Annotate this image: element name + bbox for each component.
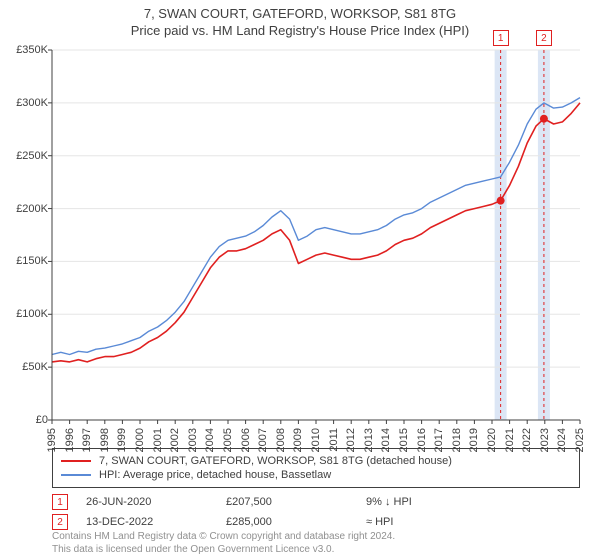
- footnote-line1: Contains HM Land Registry data © Crown c…: [52, 531, 395, 544]
- legend-swatch-price: [61, 460, 91, 462]
- legend-row-hpi: HPI: Average price, detached house, Bass…: [61, 469, 571, 481]
- legend-label-price: 7, SWAN COURT, GATEFORD, WORKSOP, S81 8T…: [99, 455, 452, 467]
- y-tick-label: £250K: [2, 150, 48, 162]
- marker-badge-legend-1: 1: [52, 494, 68, 510]
- marker-price: £207,500: [226, 496, 366, 508]
- y-tick-label: £200K: [2, 203, 48, 215]
- chart-title-address: 7, SWAN COURT, GATEFORD, WORKSOP, S81 8T…: [0, 6, 600, 21]
- legend-swatch-hpi: [61, 474, 91, 476]
- chart-container: 7, SWAN COURT, GATEFORD, WORKSOP, S81 8T…: [0, 0, 600, 560]
- y-tick-label: £300K: [2, 97, 48, 109]
- marker-row-1: 1 26-JUN-2020£207,5009% ↓ HPI: [52, 494, 580, 510]
- y-tick-label: £150K: [2, 255, 48, 267]
- marker-date: 26-JUN-2020: [86, 496, 226, 508]
- marker-table: 1 26-JUN-2020£207,5009% ↓ HPI 2 13-DEC-2022…: [52, 494, 580, 530]
- marker-delta: 9% ↓ HPI: [366, 496, 506, 508]
- marker-price: £285,000: [226, 516, 366, 528]
- plot-area: [52, 50, 580, 420]
- y-tick-label: £0: [2, 414, 48, 426]
- plot-svg: [52, 50, 580, 420]
- legend-label-hpi: HPI: Average price, detached house, Bass…: [99, 469, 331, 481]
- marker-delta: ≈ HPI: [366, 516, 506, 528]
- chart-titles: 7, SWAN COURT, GATEFORD, WORKSOP, S81 8T…: [0, 0, 600, 38]
- marker-badge-legend-2: 2: [52, 514, 68, 530]
- marker-badge-2: 2: [536, 30, 552, 46]
- footnote-line2: This data is licensed under the Open Gov…: [52, 544, 395, 557]
- legend: 7, SWAN COURT, GATEFORD, WORKSOP, S81 8T…: [52, 448, 580, 534]
- legend-row-price: 7, SWAN COURT, GATEFORD, WORKSOP, S81 8T…: [61, 455, 571, 467]
- marker-date: 13-DEC-2022: [86, 516, 226, 528]
- series-legend: 7, SWAN COURT, GATEFORD, WORKSOP, S81 8T…: [52, 448, 580, 488]
- y-tick-label: £350K: [2, 44, 48, 56]
- marker-row-2: 2 13-DEC-2022£285,000≈ HPI: [52, 514, 580, 530]
- y-tick-label: £100K: [2, 308, 48, 320]
- chart-title-subtitle: Price paid vs. HM Land Registry's House …: [0, 23, 600, 38]
- marker-badge-1: 1: [493, 30, 509, 46]
- y-tick-label: £50K: [2, 361, 48, 373]
- chart-footnote: Contains HM Land Registry data © Crown c…: [52, 531, 395, 556]
